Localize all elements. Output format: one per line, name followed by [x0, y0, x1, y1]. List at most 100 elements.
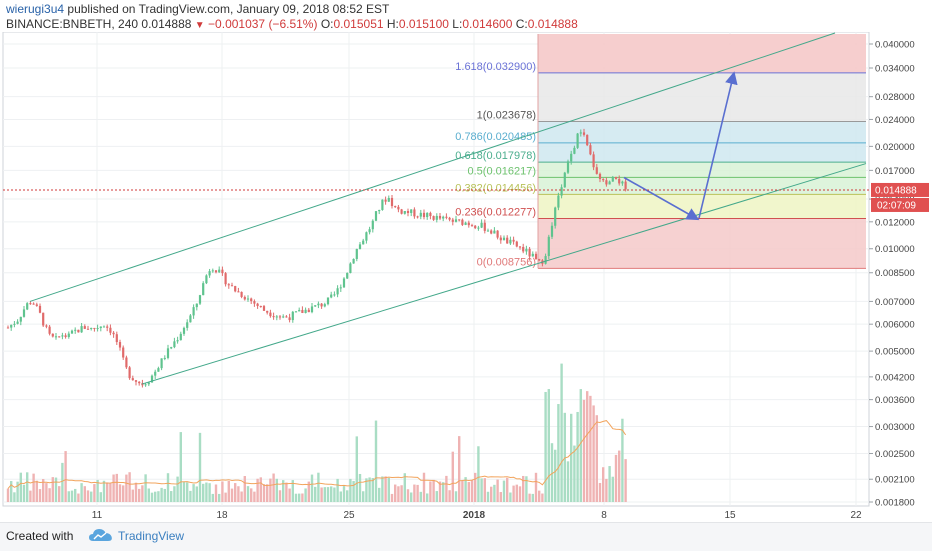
fib-level-label: 1(0.023678)	[477, 109, 536, 121]
volume-bar	[602, 467, 605, 502]
candle-body	[422, 212, 426, 218]
volume-bar	[550, 443, 554, 502]
volume-bar	[211, 493, 214, 502]
candle-body	[48, 326, 51, 334]
candle-body	[506, 237, 509, 244]
volume-bar	[323, 487, 326, 502]
volume-bar	[403, 473, 406, 502]
candle-body	[416, 216, 419, 218]
candle-body	[320, 303, 323, 307]
volume-bar	[310, 474, 314, 502]
candle-body	[480, 222, 483, 228]
author-link[interactable]: wierugi3u4	[6, 2, 65, 16]
volume-bar	[22, 484, 26, 502]
candle-body	[509, 239, 512, 244]
countdown-tag-box	[871, 197, 929, 212]
y-tick-label: 0.010000	[875, 244, 915, 255]
candle-body	[218, 269, 221, 273]
fib-zone	[538, 218, 866, 269]
candle-body	[406, 210, 410, 213]
volume-bar	[189, 490, 192, 502]
volume-bar	[45, 483, 48, 502]
volume-bar	[374, 420, 378, 502]
candle-body	[173, 341, 176, 348]
volume-bar	[134, 482, 138, 502]
candle-body	[227, 284, 230, 286]
candle-body	[144, 384, 147, 386]
volume-bar	[554, 449, 557, 502]
price-axis[interactable]: 0.001800 0.002100 0.002500 0.003000 0.003600…	[869, 40, 915, 509]
candle-body	[342, 278, 346, 288]
candle-body	[390, 197, 394, 207]
candle-body	[275, 316, 278, 318]
volume-bar	[432, 479, 435, 502]
candle-body	[474, 225, 477, 229]
publish-info: published on TradingView.com, January 09…	[67, 2, 390, 16]
volume-bar	[355, 436, 358, 502]
candle-body	[586, 134, 589, 146]
volume-bar	[173, 486, 176, 502]
volume-bar	[77, 493, 80, 502]
high-label: H:	[386, 17, 399, 31]
volume-bar	[320, 487, 323, 502]
price-tag-text: 0.014888	[875, 185, 917, 196]
candle-body	[214, 270, 218, 273]
price-change: −0.001037 (−6.51%)	[208, 17, 318, 31]
y-tick-label: 0.004200	[875, 372, 915, 383]
volume-bar	[54, 477, 58, 502]
candle-body	[179, 333, 182, 341]
fib-retracement[interactable]: 0(0.008756) 0.236(0.012277) 0.382(0.014456…	[455, 34, 866, 269]
volume-bar	[506, 477, 509, 502]
candle-body	[429, 212, 432, 217]
volume-bar	[6, 488, 10, 502]
volume-bar	[371, 478, 374, 502]
candle-body	[483, 222, 486, 231]
volume-bar	[256, 478, 259, 502]
volume-bar	[381, 476, 384, 502]
time-axis[interactable]: 11 18 25 2018 8 15 22	[92, 510, 862, 520]
candle-body	[496, 230, 499, 238]
volume-bar	[400, 485, 403, 502]
tradingview-link[interactable]: TradingView	[118, 529, 185, 543]
volume-bar	[490, 486, 493, 502]
candle-body	[611, 176, 614, 182]
volume-bar	[426, 493, 429, 502]
candle-body	[253, 301, 256, 304]
symbol-label: BINANCE:BNBETH, 240	[6, 17, 139, 31]
candle-body	[189, 315, 192, 323]
candle-body	[224, 273, 227, 285]
candle-body	[163, 357, 166, 359]
candle-body	[61, 335, 64, 337]
candle-body	[10, 324, 13, 328]
volume-bar	[461, 480, 464, 502]
projection-arrows[interactable]	[623, 71, 738, 221]
candle-body	[211, 270, 214, 272]
candle-body	[269, 312, 272, 317]
candle-body	[115, 334, 118, 343]
volume-bar	[38, 489, 42, 502]
volume-bar	[128, 472, 131, 502]
volume-bar	[19, 472, 22, 502]
volume-bar	[480, 478, 483, 502]
volume-bar	[557, 404, 560, 502]
candle-body	[122, 347, 125, 358]
candle-body	[525, 248, 528, 252]
volume-bar	[166, 473, 170, 502]
volume-bar	[160, 487, 163, 502]
candle-body	[128, 367, 131, 379]
y-tick-label: 0.003000	[875, 422, 915, 433]
trend-channel[interactable]	[29, 32, 867, 385]
x-tick-label: 18	[216, 510, 228, 520]
price-tag-box	[871, 182, 929, 197]
x-tick-label: 11	[92, 510, 103, 520]
volume-bar	[477, 446, 480, 502]
y-tick-label: 0.001800	[875, 498, 915, 509]
candle-body	[195, 303, 198, 308]
volume-bar	[525, 476, 528, 502]
candle-body	[70, 330, 74, 334]
candle-body	[125, 357, 128, 368]
price-chart[interactable]: 0(0.008756) 0.236(0.012277) 0.382(0.014456…	[0, 32, 932, 520]
volume-bar	[384, 476, 387, 502]
volume-bar	[576, 411, 579, 502]
candle-body	[208, 271, 211, 276]
